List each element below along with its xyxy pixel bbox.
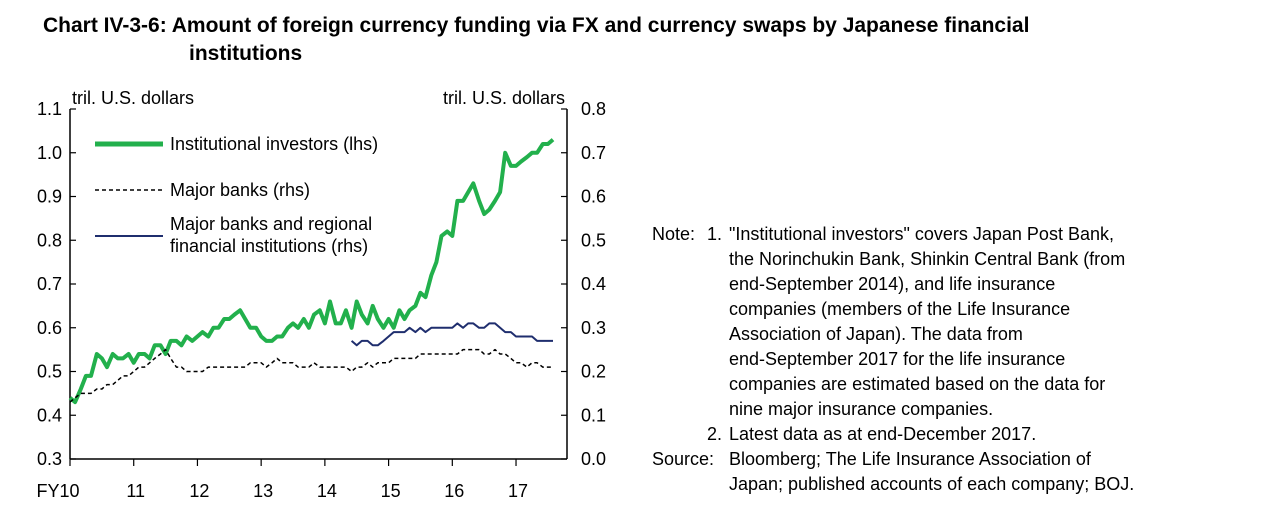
chart-notes: Note: 1. "Institutional investors" cover… <box>652 222 1252 497</box>
right-tick-label: 0.3 <box>581 318 606 338</box>
x-tick-label: 15 <box>381 481 401 501</box>
note-1: Note: 1. "Institutional investors" cover… <box>652 222 1252 247</box>
left-tick-label: 1.0 <box>37 143 62 163</box>
note-1-number: 1. <box>707 224 723 244</box>
note-2: 2. Latest data as at end-December 2017. <box>652 422 1252 447</box>
right-tick-label: 0.5 <box>581 230 606 250</box>
x-tick-label: FY10 <box>36 481 79 501</box>
chart-series <box>68 138 555 405</box>
x-tick-label: 14 <box>317 481 337 501</box>
note-1-line-7: companies are estimated based on the dat… <box>729 374 1106 394</box>
note-1-line-4: companies (members of the Life Insurance <box>729 299 1071 319</box>
note-1-line-3: end-September 2014), and life insurance <box>729 274 1056 294</box>
chart-title: Chart IV-3-6: Amount of foreign currency… <box>43 12 1223 68</box>
chart-legend: Institutional investors (lhs) Major bank… <box>95 134 378 256</box>
left-tick-label: 0.4 <box>37 405 62 425</box>
x-tick-label: 13 <box>253 481 273 501</box>
right-tick-label: 0.8 <box>581 99 606 119</box>
note-1-line-6: end-September 2017 for the life insuranc… <box>729 349 1066 369</box>
legend-label-major-regional-line2: financial institutions (rhs) <box>170 236 368 256</box>
left-tick-label: 0.5 <box>37 362 62 382</box>
right-tick-label: 0.1 <box>581 405 606 425</box>
left-tick-label: 0.6 <box>37 318 62 338</box>
series-line-major-banks <box>69 348 553 403</box>
title-line-2: institutions <box>189 42 303 65</box>
source-line-2: Japan; published accounts of each compan… <box>729 474 1135 494</box>
left-tick-label: 0.9 <box>37 187 62 207</box>
left-tick-label: 0.8 <box>37 230 62 250</box>
note-1-line-1: "Institutional investors" covers Japan P… <box>729 224 1114 244</box>
x-tick-label: 17 <box>508 481 528 501</box>
series-line-institutional-investors <box>68 138 555 405</box>
left-axis-unit-label: tril. U.S. dollars <box>72 88 194 108</box>
left-tick-label: 0.3 <box>37 449 62 469</box>
right-tick-label: 0.2 <box>581 362 606 382</box>
note-1-line-5: Association of Japan). The data from <box>729 324 1023 344</box>
right-axis-unit-label: tril. U.S. dollars <box>443 88 565 108</box>
title-line-1: Chart IV-3-6: Amount of foreign currency… <box>43 14 1030 37</box>
legend-label-major-regional-line1: Major banks and regional <box>170 214 372 234</box>
right-tick-label: 0.6 <box>581 187 606 207</box>
left-tick-label: 0.7 <box>37 274 62 294</box>
legend-label-institutional: Institutional investors (lhs) <box>170 134 378 154</box>
left-tick-label: 1.1 <box>37 99 62 119</box>
right-tick-label: 0.7 <box>581 143 606 163</box>
chart-axes: 0.3 0.4 0.5 0.6 0.7 0.8 0.9 1.0 1.1 0.0 0.1 0.2 0.3 0… <box>36 88 606 501</box>
x-tick-label: 11 <box>126 481 145 501</box>
right-tick-label: 0.4 <box>581 274 606 294</box>
note-2-text: Latest data as at end-December 2017. <box>729 424 1037 444</box>
note-2-number: 2. <box>707 424 723 444</box>
source: Source: Bloomberg; The Life Insurance As… <box>652 447 1252 472</box>
note-1-line-8: nine major insurance companies. <box>729 399 994 419</box>
x-tick-label: 12 <box>189 481 209 501</box>
source-label: Source: <box>652 449 715 469</box>
series-line-major-regional <box>350 322 553 347</box>
legend-label-major-banks: Major banks (rhs) <box>170 180 310 200</box>
note-label: Note: <box>652 224 696 244</box>
note-1-line-2: the Norinchukin Bank, Shinkin Central Ba… <box>729 249 1126 269</box>
x-tick-label: 16 <box>444 481 464 501</box>
source-line-1: Bloomberg; The Life Insurance Associatio… <box>729 449 1091 469</box>
right-tick-label: 0.0 <box>581 449 606 469</box>
